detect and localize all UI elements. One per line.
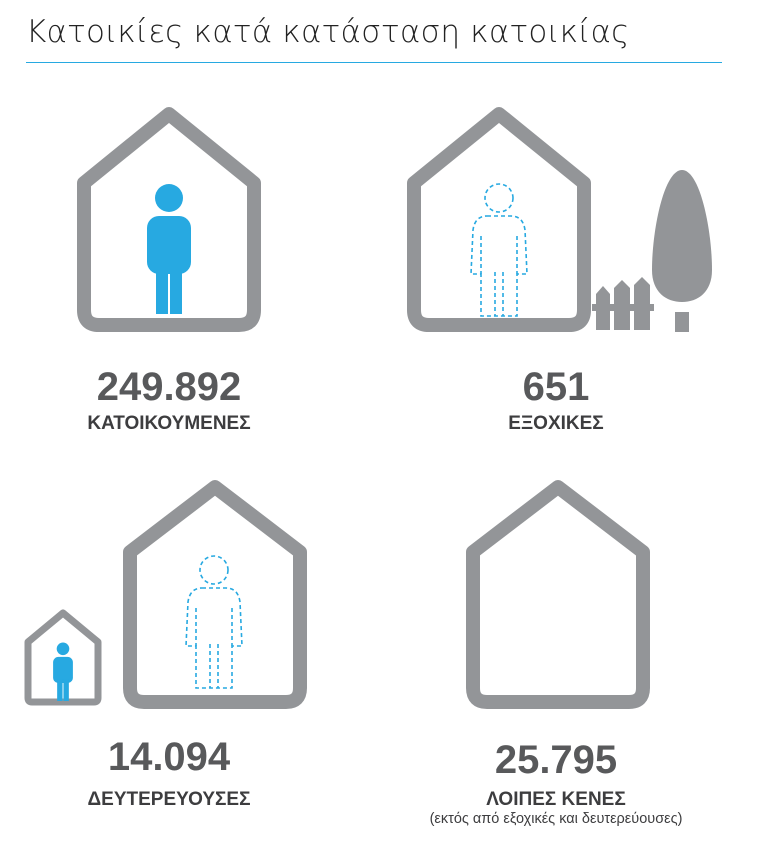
vacation-label: ΕΞΟΧΙΚΕΣ [508, 413, 604, 434]
tree-icon [652, 170, 712, 332]
secondary-value: 14.094 [107, 735, 231, 779]
vacation-house-icon [407, 107, 591, 332]
fence-icon [592, 277, 654, 330]
page-title: Κατοικίες κατά κατάσταση κατοικίας [26, 14, 630, 50]
empty-house-icon [466, 480, 650, 709]
empty-label: ΛΟΙΠΕΣ ΚΕΝΕΣ [486, 789, 626, 810]
title-divider [26, 62, 722, 63]
occupied-value: 249.892 [96, 365, 242, 409]
empty-note: (εκτός από εξοχικές και δευτερεύουσες) [429, 811, 683, 827]
secondary-label: ΔΕΥΤΕΡΕΥΟΥΣΕΣ [87, 789, 251, 810]
occupied-label: ΚΑΤΟΙΚΟΥΜΕΝΕΣ [87, 413, 251, 434]
secondary-house-icon [24, 480, 307, 709]
vacation-value: 651 [522, 365, 590, 409]
empty-value: 25.795 [494, 738, 618, 782]
occupied-house-icon [77, 107, 261, 332]
